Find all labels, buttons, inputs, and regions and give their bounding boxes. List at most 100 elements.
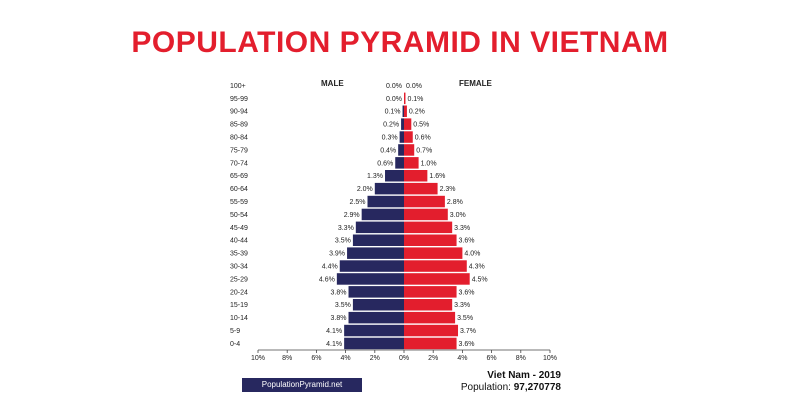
- male-value-label: 0.2%: [383, 122, 399, 129]
- age-group-label: 75-79: [230, 147, 248, 154]
- female-bar-65-69: [404, 170, 428, 182]
- age-group-label: 5-9: [230, 328, 240, 335]
- female-value-label: 3.7%: [460, 328, 476, 335]
- male-value-label: 4.1%: [326, 328, 342, 335]
- male-value-label: 4.6%: [319, 276, 335, 283]
- age-group-label: 55-59: [230, 199, 248, 206]
- male-value-label: 3.8%: [331, 315, 347, 322]
- female-value-label: 3.6%: [459, 289, 475, 296]
- male-bar-60-64: [374, 182, 404, 195]
- female-bar-50-54: [404, 208, 448, 221]
- x-tick-label: 8%: [282, 355, 292, 362]
- age-group-label: 15-19: [230, 302, 248, 309]
- female-bar-55-59: [404, 195, 445, 208]
- female-value-label: 3.3%: [454, 225, 470, 232]
- age-group-label: 95-99: [230, 96, 248, 103]
- male-bar-90-94: [402, 105, 404, 117]
- female-bar-70-74: [404, 157, 419, 169]
- female-bar-75-79: [404, 144, 415, 156]
- female-bar-90-94: [404, 105, 407, 117]
- female-value-label: 0.1%: [407, 96, 423, 103]
- female-value-label: 1.0%: [421, 160, 437, 167]
- age-group-label: 80-84: [230, 134, 248, 141]
- page-title: POPULATION PYRAMID IN VIETNAM: [131, 26, 669, 59]
- female-value-label: 0.2%: [409, 109, 425, 116]
- age-group-label: 40-44: [230, 238, 248, 245]
- age-group-label: 35-39: [230, 251, 248, 258]
- female-value-label: 3.3%: [454, 302, 470, 309]
- population-label: Population:: [460, 382, 511, 393]
- male-value-label: 0.3%: [382, 134, 398, 141]
- female-bar-15-19: [404, 299, 453, 311]
- male-value-label: 4.4%: [322, 263, 338, 270]
- female-value-label: 3.0%: [450, 212, 466, 219]
- female-bar-25-29: [404, 273, 470, 285]
- labels-layer: 100+ 0.0% 0.0% 95-99 0.0% 0.1% 90-94 0.1% 0.2% 85…: [230, 83, 488, 348]
- male-value-label: 1.3%: [367, 173, 383, 180]
- male-bar-25-29: [336, 273, 404, 285]
- female-value-label: 0.5%: [413, 122, 429, 129]
- male-value-label: 3.8%: [331, 289, 347, 296]
- age-group-label: 70-74: [230, 160, 248, 167]
- female-bar-85-89: [404, 118, 412, 130]
- male-value-label: 2.0%: [357, 186, 373, 193]
- x-tick-label: 0%: [399, 355, 409, 362]
- age-group-label: 85-89: [230, 122, 248, 129]
- x-tick-label: 2%: [428, 355, 438, 362]
- caption-population: Population: 97,270778: [440, 382, 561, 393]
- male-bar-85-89: [401, 118, 404, 130]
- male-legend-label: MALE: [321, 79, 344, 88]
- age-group-label: 20-24: [230, 289, 248, 296]
- male-value-label: 2.5%: [350, 199, 366, 206]
- population-value: 97,270778: [513, 382, 561, 393]
- female-value-label: 1.6%: [429, 173, 445, 180]
- male-value-label: 3.3%: [338, 225, 354, 232]
- female-bar-40-44: [404, 234, 457, 246]
- bars-layer: [336, 92, 470, 350]
- female-bar-0-4: [404, 337, 457, 350]
- female-legend-label: FEMALE: [459, 79, 493, 88]
- male-value-label: 0.4%: [380, 147, 396, 154]
- male-value-label: 3.5%: [335, 302, 351, 309]
- male-bar-40-44: [352, 234, 404, 246]
- male-bar-75-79: [398, 144, 404, 156]
- x-tick-label: 4%: [341, 355, 351, 362]
- female-bar-30-34: [404, 260, 467, 272]
- x-tick-label: 8%: [516, 355, 526, 362]
- male-value-label: 0.1%: [385, 109, 401, 116]
- female-value-label: 0.7%: [416, 147, 432, 154]
- male-bar-45-49: [355, 221, 404, 234]
- male-bar-30-34: [339, 260, 404, 272]
- female-value-label: 3.5%: [457, 315, 473, 322]
- x-tick-label: 10%: [251, 355, 265, 362]
- male-bar-50-54: [361, 208, 404, 221]
- female-value-label: 4.0%: [464, 251, 480, 258]
- x-tick-label: 6%: [487, 355, 497, 362]
- male-value-label: 2.9%: [344, 212, 360, 219]
- female-value-label: 0.0%: [406, 83, 422, 90]
- female-value-label: 2.8%: [447, 199, 463, 206]
- age-group-label: 25-29: [230, 276, 248, 283]
- female-value-label: 2.3%: [440, 186, 456, 193]
- age-group-label: 60-64: [230, 186, 248, 193]
- male-bar-70-74: [395, 157, 404, 169]
- male-bar-20-24: [348, 286, 404, 298]
- caption-country-year: Viet Nam - 2019: [487, 370, 561, 381]
- brand-link[interactable]: PopulationPyramid.net: [242, 378, 362, 392]
- male-value-label: 0.0%: [386, 83, 402, 90]
- female-bar-5-9: [404, 324, 459, 337]
- age-group-label: 45-49: [230, 225, 248, 232]
- female-bar-10-14: [404, 311, 456, 324]
- female-bar-60-64: [404, 182, 438, 195]
- male-bar-5-9: [344, 324, 404, 337]
- age-group-label: 65-69: [230, 173, 248, 180]
- x-tick-label: 6%: [311, 355, 321, 362]
- age-group-label: 0-4: [230, 341, 240, 348]
- female-value-label: 4.5%: [472, 276, 488, 283]
- female-bar-45-49: [404, 221, 453, 234]
- age-group-label: 10-14: [230, 315, 248, 322]
- age-group-label: 50-54: [230, 212, 248, 219]
- x-tick-label: 10%: [543, 355, 557, 362]
- female-bar-95-99: [404, 92, 406, 105]
- female-bar-80-84: [404, 131, 413, 143]
